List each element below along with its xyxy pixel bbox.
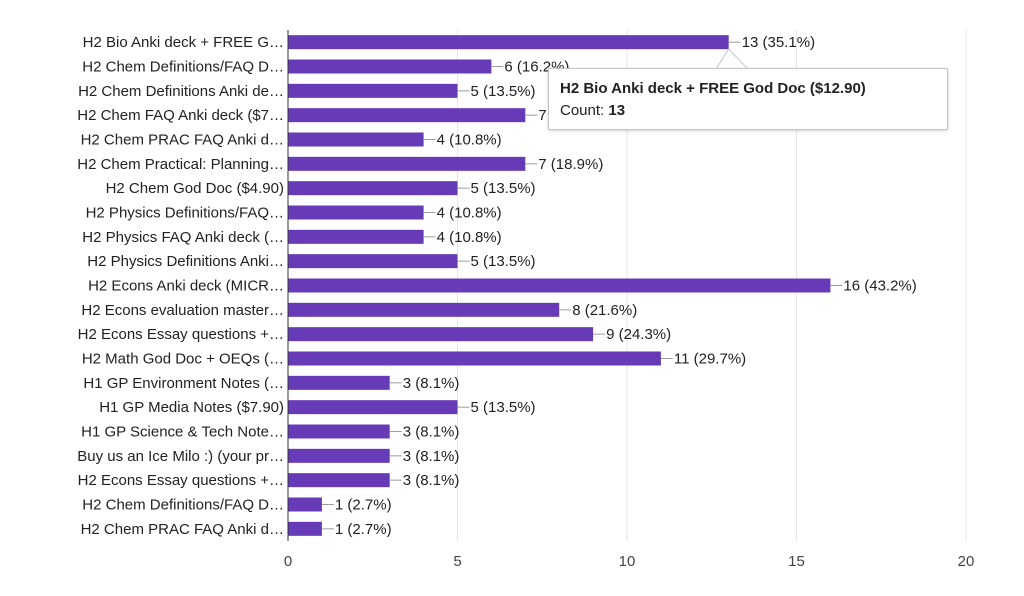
data-label: 4 (10.8%)	[437, 229, 502, 246]
x-tick-label: 0	[284, 553, 292, 570]
category-label: H2 Chem PRAC FAQ Anki d…	[81, 521, 284, 538]
data-label: 16 (43.2%)	[843, 278, 916, 295]
category-label: H1 GP Environment Notes (…	[83, 375, 284, 392]
category-label: H2 Chem PRAC FAQ Anki d…	[81, 132, 284, 149]
category-label: H2 Physics Definitions Anki…	[87, 253, 284, 270]
category-label: H2 Chem Practical: Planning…	[77, 156, 284, 173]
bar[interactable]	[288, 302, 560, 317]
data-label: 11 (29.7%)	[674, 351, 746, 368]
x-tick-label: 15	[788, 553, 805, 570]
data-label: 13 (35.1%)	[742, 34, 815, 51]
x-tick-label: 5	[453, 553, 461, 570]
x-tick-label: 20	[958, 553, 975, 570]
bar[interactable]	[288, 229, 424, 244]
data-label: 9 (24.3%)	[606, 326, 671, 343]
category-label: H2 Chem FAQ Anki deck ($7…	[77, 107, 284, 124]
bar[interactable]	[288, 351, 661, 366]
tooltip-callout	[715, 48, 750, 70]
tooltip-count: Count: 13	[560, 100, 936, 122]
data-label: 5 (13.5%)	[471, 253, 536, 270]
bar[interactable]	[288, 35, 729, 50]
data-label: 3 (8.1%)	[403, 448, 460, 465]
category-label: H2 Econs Essay questions +…	[78, 326, 284, 343]
bar[interactable]	[288, 400, 458, 415]
bar[interactable]	[288, 278, 831, 293]
bar[interactable]	[288, 108, 526, 123]
data-label: 1 (2.7%)	[335, 497, 392, 514]
category-label: H2 Chem Definitions/FAQ D…	[82, 59, 284, 76]
x-axis-ticks: 0 5 10 15 20	[284, 553, 975, 570]
category-label: H2 Chem God Doc ($4.90)	[106, 180, 284, 197]
x-tick-label: 10	[619, 553, 636, 570]
bar[interactable]	[288, 156, 526, 171]
bar-layer	[288, 35, 831, 536]
data-label: 3 (8.1%)	[403, 472, 460, 489]
category-label: Buy us an Ice Milo :) (your pr…	[77, 448, 284, 465]
bar[interactable]	[288, 132, 424, 147]
bar[interactable]	[288, 473, 390, 488]
bar[interactable]	[288, 424, 390, 439]
bar[interactable]	[288, 59, 492, 74]
bar[interactable]	[288, 327, 594, 342]
bar[interactable]	[288, 181, 458, 196]
bar[interactable]	[288, 205, 424, 220]
bar[interactable]	[288, 254, 458, 269]
data-label: 4 (10.8%)	[437, 205, 502, 222]
tooltip-title: H2 Bio Anki deck + FREE God Doc ($12.90)	[560, 80, 866, 97]
category-label: H2 Math God Doc + OEQs (…	[82, 351, 284, 368]
bar[interactable]	[288, 521, 322, 536]
tooltip-count-label: Count:	[560, 102, 609, 119]
category-label: H2 Econs Essay questions +…	[78, 472, 284, 489]
data-label: 3 (8.1%)	[403, 375, 460, 392]
category-label: H2 Physics FAQ Anki deck (…	[82, 229, 284, 246]
tooltip-pointer	[715, 48, 750, 70]
data-label: 3 (8.1%)	[403, 424, 460, 441]
category-label: H2 Bio Anki deck + FREE G…	[83, 34, 284, 51]
category-label: H2 Chem Definitions Anki de…	[78, 83, 284, 100]
category-label: H1 GP Media Notes ($7.90)	[99, 399, 284, 416]
data-label: 4 (10.8%)	[437, 132, 502, 149]
bar[interactable]	[288, 83, 458, 98]
category-label: H2 Econs evaluation master…	[81, 302, 284, 319]
data-label: 5 (13.5%)	[471, 180, 536, 197]
data-label: 1 (2.7%)	[335, 521, 392, 538]
data-label: 8 (21.6%)	[572, 302, 637, 319]
category-label: H2 Chem Definitions/FAQ D…	[82, 497, 284, 514]
category-label: H2 Physics Definitions/FAQ…	[86, 205, 284, 222]
bar[interactable]	[288, 375, 390, 390]
bar[interactable]	[288, 448, 390, 463]
category-label: H2 Econs Anki deck (MICR…	[88, 278, 284, 295]
bar-tooltip: H2 Bio Anki deck + FREE God Doc ($12.90)…	[548, 68, 948, 130]
data-label: 5 (13.5%)	[471, 399, 536, 416]
category-label: H1 GP Science & Tech Note…	[81, 424, 284, 441]
tooltip-count-value: 13	[608, 102, 626, 119]
data-label: 5 (13.5%)	[471, 83, 536, 100]
bar[interactable]	[288, 497, 322, 512]
data-label: 7 (18.9%)	[538, 156, 603, 173]
label-layer: H2 Bio Anki deck + FREE G… 13 (35.1%) H2 C…	[77, 34, 917, 538]
